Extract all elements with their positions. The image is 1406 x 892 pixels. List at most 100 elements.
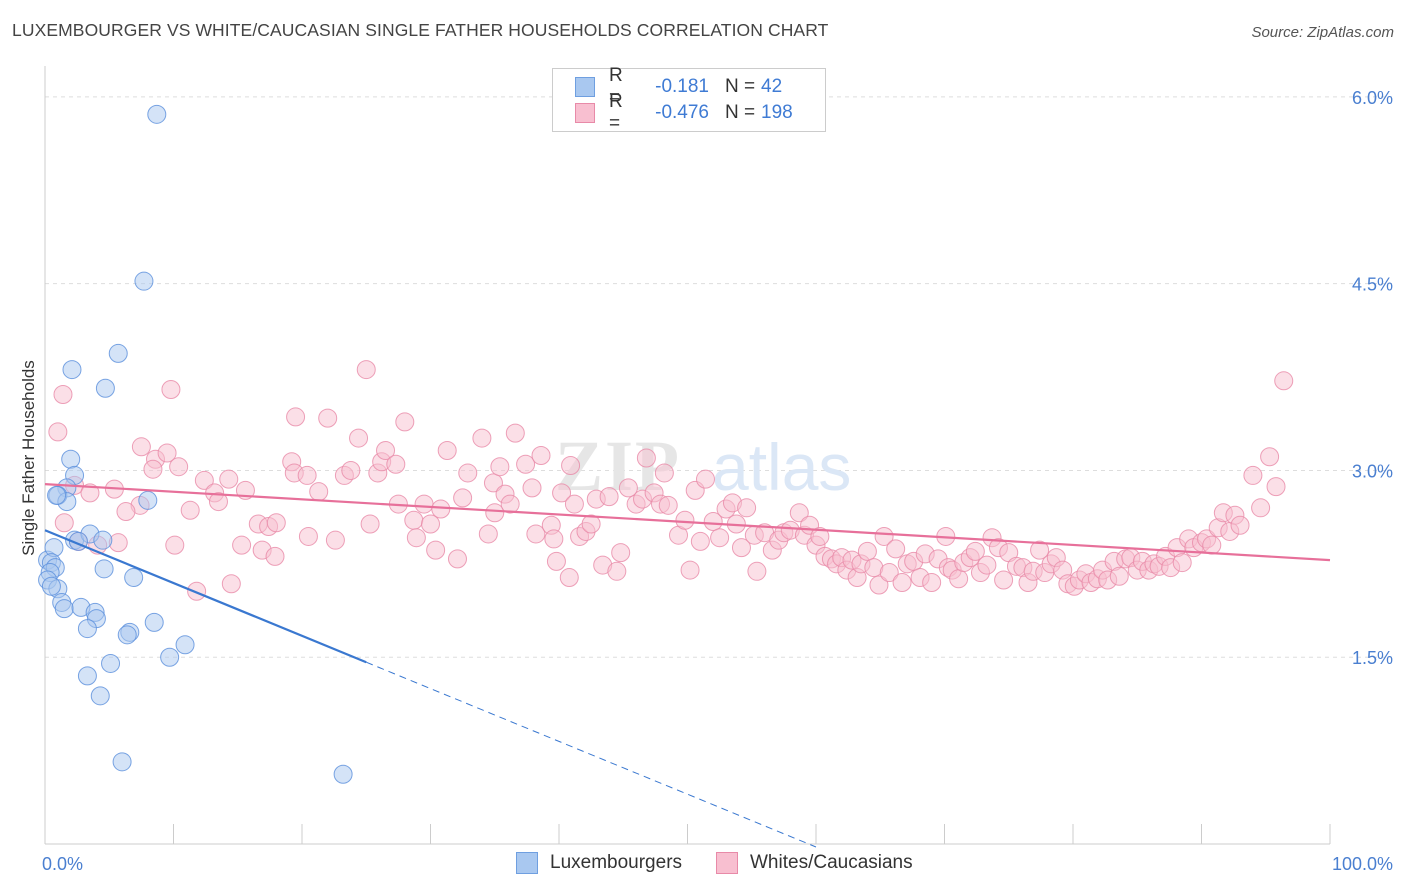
data-point (564, 494, 584, 514)
data-point (175, 635, 195, 655)
data-point (522, 478, 542, 498)
data-point (318, 408, 338, 428)
data-point (544, 529, 564, 549)
data-point (77, 619, 97, 639)
data-point (675, 510, 695, 530)
trend-line-0 (44, 529, 367, 664)
data-point (194, 470, 214, 490)
data-point (298, 526, 318, 546)
data-point (165, 535, 185, 555)
data-point (108, 343, 128, 363)
data-point (117, 625, 137, 645)
trend-line-1 (44, 483, 1331, 562)
data-point (93, 530, 113, 550)
data-point (266, 513, 286, 533)
y-tick-label-0: 1.5% (1352, 648, 1393, 668)
data-point (219, 469, 239, 489)
data-point (309, 482, 329, 502)
x-tick-label-1: 100.0% (1332, 854, 1393, 874)
data-point (404, 510, 424, 530)
series-luxembourgers (38, 104, 353, 784)
data-point (395, 412, 415, 432)
legend-swatch-blue (575, 77, 595, 97)
data-point (48, 422, 68, 442)
data-point (297, 465, 317, 485)
data-point (134, 271, 154, 291)
data-point (131, 437, 151, 457)
stats-legend: R = -0.181 N = 42 R = -0.476 N = 198 (552, 65, 826, 134)
data-point (77, 666, 97, 686)
data-point (447, 549, 467, 569)
data-point (505, 423, 525, 443)
legend-r-label: R = (609, 65, 623, 108)
data-point (144, 612, 164, 632)
data-point (90, 686, 110, 706)
data-point (994, 570, 1014, 590)
data-point (581, 514, 601, 534)
data-point (61, 449, 81, 469)
chart-title: LUXEMBOURGER VS WHITE/CAUCASIAN SINGLE F… (12, 20, 829, 40)
data-point (53, 384, 73, 404)
legend-r-value: -0.181 (655, 76, 709, 97)
legend-row-luxembourgers: R = -0.181 N = 42 (575, 65, 799, 108)
axes (44, 66, 1331, 845)
data-point (376, 441, 396, 461)
data-point (1274, 371, 1294, 391)
data-point (286, 407, 306, 427)
data-point (690, 531, 710, 551)
data-point (886, 539, 906, 559)
data-point (680, 560, 700, 580)
bottom-legend-label: Luxembourgers (550, 852, 683, 873)
data-point (500, 494, 520, 514)
data-point (386, 454, 406, 474)
data-point (1172, 553, 1192, 573)
y-tick-label-3: 6.0% (1352, 88, 1393, 108)
legend-n-value: 42 (761, 76, 783, 97)
y-tick-labels: 1.5% 3.0% 4.5% 6.0% (1352, 88, 1393, 668)
bottom-legend-label: Whites/Caucasians (750, 852, 913, 873)
data-point (485, 503, 505, 523)
data-point (95, 378, 115, 398)
data-point (143, 459, 163, 479)
data-point (703, 512, 723, 532)
bottom-legend-luxembourgers: Luxembourgers (516, 852, 682, 874)
data-point (431, 499, 451, 519)
watermark-atlas: atlas (712, 430, 851, 504)
legend-n-label: N = (725, 102, 756, 123)
data-point (478, 524, 498, 544)
data-point (731, 538, 751, 558)
data-point (54, 513, 74, 533)
data-point (101, 653, 121, 673)
data-point (965, 541, 985, 561)
data-point (607, 561, 627, 581)
trend-lines (44, 483, 1331, 848)
data-point (559, 568, 579, 588)
data-point (325, 530, 345, 550)
data-point (1230, 515, 1250, 535)
legend-n-value: 198 (761, 102, 793, 123)
data-point (406, 528, 426, 548)
data-point (1266, 477, 1286, 497)
data-point (869, 575, 889, 595)
data-point (516, 454, 536, 474)
data-point (356, 360, 376, 380)
data-point (949, 569, 969, 589)
legend-r-value: -0.476 (655, 102, 709, 123)
data-point (810, 526, 830, 546)
series-whites-caucasians (48, 360, 1294, 601)
data-point (453, 488, 473, 508)
data-point (874, 526, 894, 546)
x-tick-label-0: 0.0% (42, 854, 83, 874)
data-point (857, 541, 877, 561)
data-point (116, 502, 136, 522)
data-point (160, 647, 180, 667)
data-point (561, 455, 581, 475)
data-point (737, 498, 757, 518)
data-point (232, 535, 252, 555)
data-points (38, 104, 1294, 784)
legend-n-label: N = (725, 76, 756, 97)
data-point (599, 487, 619, 507)
data-point (658, 495, 678, 515)
data-point (695, 469, 715, 489)
